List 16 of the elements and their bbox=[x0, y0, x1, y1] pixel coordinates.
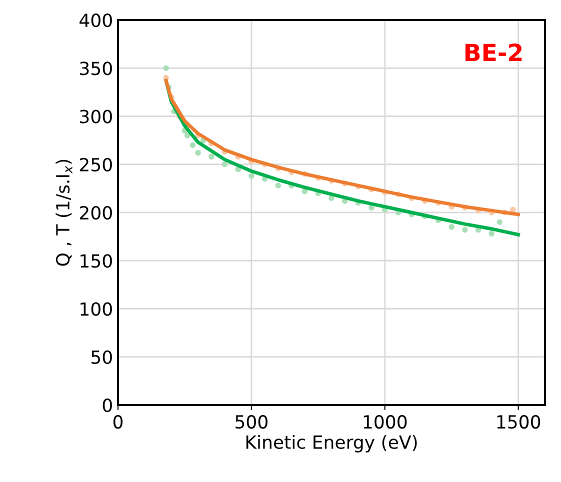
y-tick-label: 200 bbox=[80, 206, 112, 220]
x-axis-title: Kinetic Energy (eV) bbox=[246, 434, 417, 452]
x-tick-label: 0 bbox=[113, 415, 123, 429]
annotation: BE-2 bbox=[465, 44, 522, 62]
y-tick-label: 50 bbox=[92, 350, 112, 364]
x-tick-label: 500 bbox=[236, 415, 268, 429]
y-tick-label: 100 bbox=[80, 302, 112, 316]
y-tick-label: 0 bbox=[102, 398, 112, 412]
y-tick-label: 250 bbox=[80, 158, 112, 172]
y-axis-title: Q , T (1/s.I$_{x}$) bbox=[56, 160, 72, 266]
x-tick-label: 1500 bbox=[497, 415, 540, 429]
y-tick-label: 350 bbox=[80, 62, 112, 76]
y-tick-label: 300 bbox=[80, 110, 112, 124]
x-tick-label: 1000 bbox=[364, 415, 407, 429]
y-tick-label: 150 bbox=[80, 254, 112, 268]
y-tick-label: 400 bbox=[80, 13, 112, 28]
